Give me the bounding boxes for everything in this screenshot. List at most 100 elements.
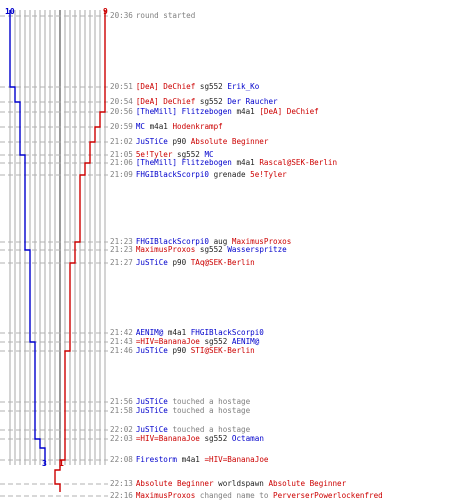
event-row: 21:42 AENIM@ m4a1 FHGIBlackScorpi0 — [110, 328, 264, 338]
player-name: Absolute Beginner — [135, 479, 214, 488]
event-time: 20:56 — [110, 107, 133, 116]
event-time: 22:08 — [110, 455, 133, 464]
event-action: m4a1 — [145, 122, 173, 131]
event-row: 22:13 Absolute Beginner worldspawn Absolu… — [110, 479, 346, 489]
event-action: touched a hostage — [167, 406, 251, 415]
player-name: FHGIBlackScorpi0 — [135, 170, 210, 179]
player-name: JuSTiCe — [135, 397, 168, 406]
event-time: 21:46 — [110, 346, 133, 355]
player-name: JuSTiCe — [135, 425, 168, 434]
event-row: 22:03 =HIV=BananaJoe sg552 Octaman — [110, 434, 264, 444]
player-name: Wasserspritze — [227, 245, 287, 254]
event-action: p90 — [167, 346, 191, 355]
event-row: 21:27 JuSTiCe p90 TAq@SEK-Berlin — [110, 258, 255, 268]
event-action: m4a1 — [177, 455, 205, 464]
event-row: 21:23 FHGIBlackScorpi0 aug MaximusProxos — [110, 237, 291, 247]
player-name: 5e!Tyler — [135, 150, 173, 159]
red-end-score: 1 — [59, 459, 64, 468]
player-name: AENIM@ — [231, 337, 260, 346]
player-name: =HIV=BananaJoe — [204, 455, 269, 464]
event-action: m4a1 — [231, 158, 260, 167]
player-name: [TheMill] Flitzebogen — [135, 158, 232, 167]
event-action: changed name to — [195, 491, 274, 500]
event-row: 20:56 [TheMill] Flitzebogen m4a1 [DeA] De… — [110, 107, 319, 117]
event-row: 21:43 =HIV=BananaJoe sg552 AENIM@ — [110, 337, 259, 347]
event-row: 21:56 JuSTiCe touched a hostage — [110, 397, 250, 407]
player-name: Der Raucher — [227, 97, 278, 106]
event-time: 22:16 — [110, 491, 133, 500]
event-time: 21:06 — [110, 158, 133, 167]
player-name: MaximusProxos — [231, 237, 292, 246]
event-time: 22:02 — [110, 425, 133, 434]
blue-end-score: 3 — [42, 459, 47, 468]
player-name: Absolute Beginner — [268, 479, 347, 488]
player-name: MaximusProxos — [135, 491, 196, 500]
event-time: 21:23 — [110, 237, 133, 246]
event-time: 20:59 — [110, 122, 133, 131]
player-name: JuSTiCe — [135, 346, 168, 355]
event-action: m4a1 — [163, 328, 191, 337]
event-time: 21:42 — [110, 328, 133, 337]
player-name: [TheMill] Flitzebogen — [135, 107, 232, 116]
event-action: m4a1 — [231, 107, 260, 116]
event-time: 21:02 — [110, 137, 133, 146]
player-name: JuSTiCe — [135, 406, 168, 415]
player-name: Erik_Ko — [227, 82, 260, 91]
event-time: 21:43 — [110, 337, 133, 346]
event-time: 20:36 — [110, 11, 133, 20]
event-time: 21:58 — [110, 406, 133, 415]
event-row: 20:54 [DeA] DeChief sg552 Der Raucher — [110, 97, 278, 107]
event-action: sg552 — [172, 150, 205, 159]
player-name: TAq@SEK-Berlin — [190, 258, 255, 267]
event-row: 21:06 [TheMill] Flitzebogen m4a1 Rascal@S… — [110, 158, 337, 168]
event-row: 21:46 JuSTiCe p90 STI@SEK-Berlin — [110, 346, 255, 356]
event-row: 21:05 5e!Tyler sg552 MC — [110, 150, 214, 160]
event-time: 20:51 — [110, 82, 133, 91]
event-time: 21:09 — [110, 170, 133, 179]
event-time: 22:03 — [110, 434, 133, 443]
player-name: 5e!Tyler — [250, 170, 287, 179]
event-row: 21:58 JuSTiCe touched a hostage — [110, 406, 250, 416]
event-row: 22:02 JuSTiCe touched a hostage — [110, 425, 250, 435]
event-action: worldspawn — [213, 479, 269, 488]
event-action: round started — [135, 11, 196, 20]
event-row: 20:36 round started — [110, 11, 195, 21]
player-name: JuSTiCe — [135, 137, 168, 146]
player-name: FHGIBlackScorpi0 — [190, 328, 264, 337]
player-name: Firestorm — [135, 455, 178, 464]
player-name: =HIV=BananaJoe — [135, 337, 200, 346]
event-action: sg552 — [195, 82, 228, 91]
event-time: 20:54 — [110, 97, 133, 106]
player-name: [DeA] DeChief — [135, 97, 196, 106]
event-action: touched a hostage — [167, 397, 251, 406]
player-name: Absolute Beginner — [190, 137, 269, 146]
player-name: =HIV=BananaJoe — [135, 434, 200, 443]
event-action: sg552 — [199, 434, 232, 443]
player-name: MaximusProxos — [135, 245, 196, 254]
player-name: STI@SEK-Berlin — [190, 346, 255, 355]
event-time: 22:13 — [110, 479, 133, 488]
player-name: FHGIBlackScorpi0 — [135, 237, 210, 246]
event-row: 20:59 MC m4a1 Hodenkrampf — [110, 122, 223, 132]
event-time: 21:23 — [110, 245, 133, 254]
player-name: Rascal@SEK-Berlin — [259, 158, 338, 167]
event-action: p90 — [167, 258, 191, 267]
event-time: 21:05 — [110, 150, 133, 159]
event-action: p90 — [167, 137, 191, 146]
event-row: 22:16 MaximusProxos changed name to Perve… — [110, 491, 383, 501]
player-name: [DeA] DeChief — [259, 107, 319, 116]
player-name: Hodenkrampf — [172, 122, 223, 131]
player-name: [DeA] DeChief — [135, 82, 196, 91]
blue-team-line — [9, 10, 46, 465]
event-row: 21:09 FHGIBlackScorpi0 grenade 5e!Tyler — [110, 170, 287, 180]
player-name: PerverserPowerlockenfred — [273, 491, 383, 500]
event-time: 21:27 — [110, 258, 133, 267]
red-team-line — [54, 10, 106, 492]
blue-start-score: 10 — [5, 7, 15, 16]
event-row: 20:51 [DeA] DeChief sg552 Erik_Ko — [110, 82, 259, 92]
event-row: 22:08 Firestorm m4a1 =HIV=BananaJoe — [110, 455, 268, 465]
player-name: JuSTiCe — [135, 258, 168, 267]
event-row: 21:23 MaximusProxos sg552 Wasserspritze — [110, 245, 287, 255]
event-row: 21:02 JuSTiCe p90 Absolute Beginner — [110, 137, 268, 147]
